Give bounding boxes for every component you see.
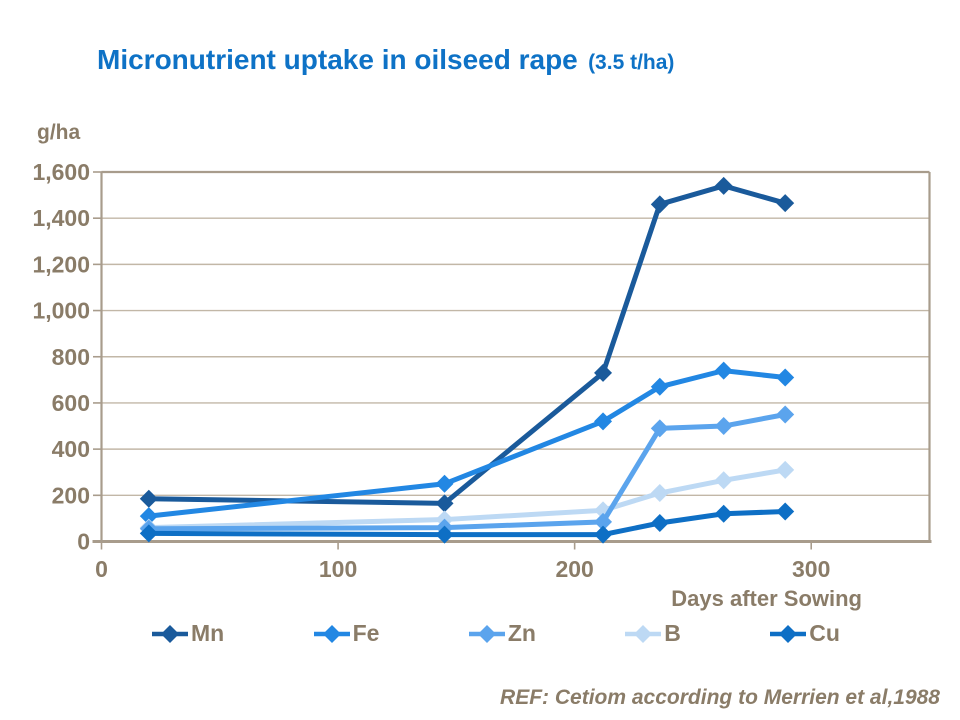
chart-legend: Mn Fe Zn B Cu [150,620,840,647]
legend-item-fe[interactable]: Fe [312,620,380,647]
legend-marker-mn-icon [152,624,188,643]
chart-title-main: Micronutrient uptake in oilseed rape [97,44,578,75]
chart-title: Micronutrient uptake in oilseed rape (3.… [97,44,674,76]
series-Zn-point-289 [776,405,795,424]
y-tick-label-1200: 1,200 [32,251,90,277]
legend-marker-zn-icon [468,624,505,643]
legend-label-cu: Cu [809,620,840,646]
series-Zn-line [148,412,786,532]
y-tick-label-800: 800 [52,344,90,370]
y-tick-label-1600: 1,600 [32,159,90,185]
legend-item-zn[interactable]: Zn [467,620,536,647]
y-tick-label-600: 600 [52,390,90,416]
series-Fe-point-20 [139,507,158,526]
chart-title-suffix: (3.5 t/ha) [588,51,675,74]
series-Fe-point-236 [650,377,669,396]
series-Zn-point-236 [650,419,669,438]
series-Mn-point-236 [650,195,669,214]
series-Mn-point-289 [776,194,795,213]
reference-footnote: REF: Cetiom according to Merrien et al,1… [500,686,940,709]
x-tick-label-300: 300 [792,556,830,582]
legend-item-mn[interactable]: Mn [150,620,224,647]
series-Mn-point-20 [139,489,158,508]
x-tick-label-200: 200 [555,556,593,582]
series-Mn-point-263 [714,176,733,195]
series-Cu-point-236 [650,514,669,533]
legend-marker-b-icon [625,624,662,643]
legend-item-cu[interactable]: Cu [768,620,840,647]
y-tick-label-200: 200 [52,482,90,508]
y-tick-label-0: 0 [77,529,90,555]
y-tick-label-400: 400 [52,436,90,462]
series-Zn-point-263 [714,417,733,436]
legend-label-zn: Zn [507,620,536,646]
series-Cu-line [148,508,786,538]
y-tick-label-1400: 1,400 [32,205,90,231]
series-Cu-point-263 [714,504,733,523]
series-Fe-point-145 [435,474,454,493]
x-tick-label-100: 100 [319,556,357,582]
legend-label-fe: Fe [352,620,380,646]
series-Fe-point-289 [776,368,795,387]
y-tick-label-1000: 1,000 [32,298,90,324]
series-Mn-point-212 [594,363,613,382]
series-Mn-point-145 [435,494,454,513]
y-axis-title: g/ha [37,121,81,144]
series-B-point-236 [650,484,669,503]
series-Fe-point-263 [714,361,733,380]
series-Cu-point-289 [776,502,795,521]
x-tick-label-0: 0 [95,556,108,582]
series-B-point-263 [714,471,733,490]
legend-item-b[interactable]: B [623,620,681,647]
series-B-line [148,467,786,531]
legend-label-mn: Mn [191,620,225,646]
x-axis-title: Days after Sowing [671,586,862,611]
series-Zn-point-212 [594,512,613,531]
series-Mn-line [148,183,786,506]
series-Fe-point-212 [594,412,613,431]
series-Cu-point-145 [435,525,454,544]
series-Cu-point-212 [594,525,613,544]
series-Fe-line [148,368,786,519]
legend-label-b: B [664,620,681,646]
series-B-point-289 [776,460,795,479]
legend-marker-cu-icon [770,624,807,643]
legend-marker-fe-icon [313,624,350,643]
series-Cu-point-20 [139,524,158,543]
